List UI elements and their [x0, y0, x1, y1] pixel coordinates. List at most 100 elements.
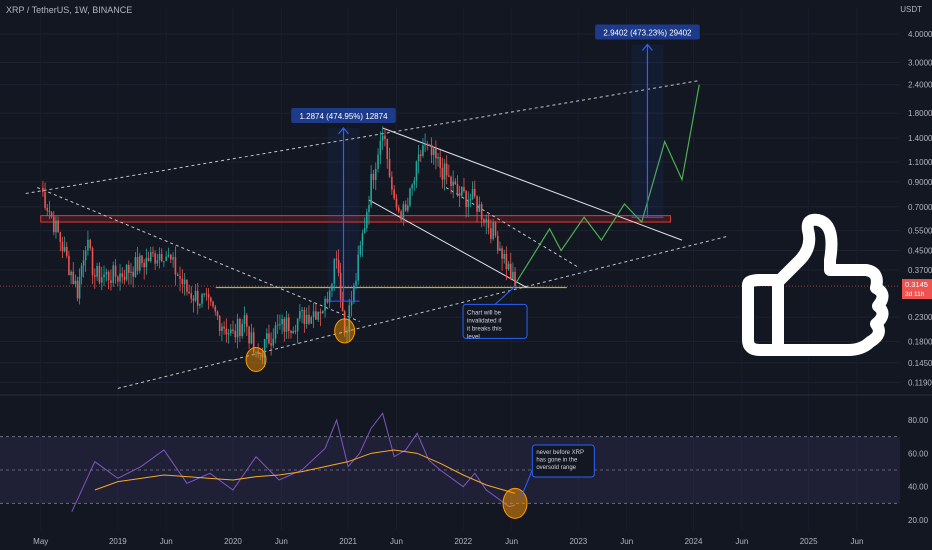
measure-label-bg [291, 107, 396, 123]
rsi-callout-text: never before XRP [536, 450, 584, 456]
x-tick-label: Jun [851, 537, 864, 546]
candle-body [413, 180, 416, 185]
candle-body [512, 271, 514, 279]
candle-body [68, 255, 70, 276]
candle-body [509, 263, 512, 279]
candle-body [483, 219, 485, 223]
time-axis: May 2019 Jun 2020 Jun 2021 Jun 2022 Jun 2023 Jun 20… [33, 537, 863, 546]
candle-body [252, 332, 255, 352]
candle-body [379, 140, 382, 155]
candle-body [496, 235, 499, 251]
candle-body [234, 330, 237, 338]
candle-body [165, 256, 168, 261]
callout-text: it breaks this [467, 325, 502, 332]
candle-body [105, 271, 108, 275]
rsi-tick-label: 40.00 [908, 483, 929, 492]
trend-lines [0, 80, 900, 389]
candle-body [207, 294, 210, 298]
candle-body [225, 328, 228, 335]
candle-body [103, 274, 105, 278]
candle-body [456, 184, 459, 194]
candle-body [82, 260, 85, 266]
candle-body [236, 318, 239, 338]
lower-channel-line [117, 235, 729, 389]
candle-body [324, 298, 326, 311]
candle-body [214, 306, 217, 312]
candle-body [52, 216, 55, 233]
candle-body [363, 227, 366, 234]
projection-path [514, 84, 700, 285]
candle-body [454, 181, 457, 185]
candle-body [461, 187, 463, 196]
arrow-head [338, 127, 349, 135]
candle-body [192, 298, 195, 301]
candle-body [430, 144, 433, 156]
candle-body [487, 219, 490, 229]
candle-body [473, 188, 476, 197]
candle-body [337, 260, 340, 273]
candle-body [294, 330, 297, 332]
candle-body [268, 333, 270, 344]
grid [0, 8, 932, 530]
candle-body [181, 278, 184, 285]
candle-body [190, 293, 193, 299]
candle-body [223, 326, 225, 329]
candle-body [424, 143, 426, 146]
candle-body [494, 222, 497, 236]
candle-body [257, 351, 259, 354]
candle-body [505, 253, 508, 270]
candle-body [419, 154, 422, 156]
y-tick-label: 0.1190 [908, 378, 932, 387]
candle-body [292, 330, 295, 334]
annotations: 1.2874 (474.95%) 12874 2.9402 (473.23%) 2… [245, 24, 700, 372]
candle-body [279, 324, 281, 326]
candle-body [130, 271, 132, 273]
candle-body [386, 139, 389, 159]
symbol-title[interactable]: XRP / TetherUS, 1W, BINANCE [6, 5, 133, 15]
candle-body [485, 219, 488, 223]
candle-body [341, 299, 344, 312]
currency-unit: USDT [900, 5, 922, 14]
candle-body [174, 257, 177, 275]
candle-body [400, 211, 402, 220]
candle-body [310, 317, 313, 324]
candle-body [255, 351, 257, 353]
candle-body [232, 329, 234, 331]
candle-body [465, 191, 467, 208]
candle-body [121, 273, 124, 277]
candle-body [450, 176, 452, 186]
candle-body [194, 290, 197, 301]
candle-body [160, 254, 163, 262]
candle-body [407, 205, 409, 211]
candle-body [42, 187, 44, 193]
candle-body [272, 338, 275, 346]
candle-body [227, 333, 230, 335]
candle-body [381, 135, 384, 141]
x-tick-label: 2019 [109, 537, 127, 546]
candle-body [439, 156, 442, 168]
candle-body [361, 233, 364, 246]
candle-body [65, 246, 68, 256]
candle-body [357, 254, 359, 281]
candle-body [391, 176, 393, 190]
candle-body [372, 173, 375, 180]
candle-body [50, 212, 53, 217]
candle-body [210, 297, 212, 302]
candle-body [471, 188, 474, 200]
candle-body [333, 258, 336, 284]
candle-body [492, 222, 494, 240]
thumbs-up-icon [742, 213, 889, 356]
y-tick-label: 3.0000 [908, 59, 932, 68]
countdown-label: 3d 11h [905, 291, 925, 298]
candle-body [176, 274, 179, 277]
candle-body [145, 257, 148, 268]
candle-body [350, 301, 353, 306]
descending-dashed-line [37, 187, 360, 322]
rsi-tick-label: 80.00 [908, 416, 929, 425]
candle-body [266, 333, 268, 339]
candle-body [70, 271, 72, 276]
low-marker [334, 318, 356, 344]
candle-body [201, 294, 203, 304]
candle-body [248, 326, 250, 344]
